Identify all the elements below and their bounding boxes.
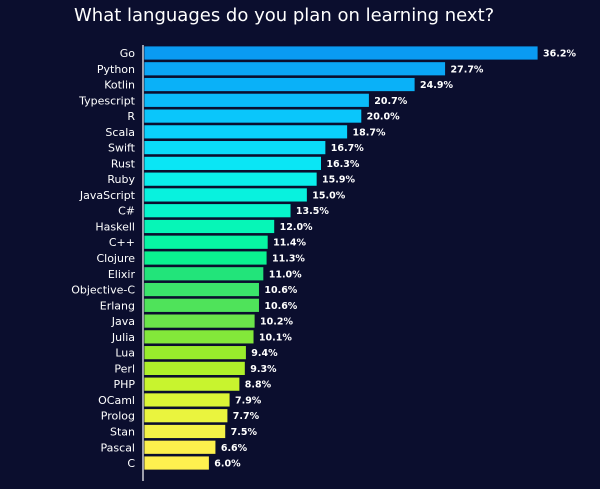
value-label: 16.7%	[331, 143, 364, 154]
value-label: 15.0%	[312, 190, 345, 201]
bar-php	[143, 376, 241, 392]
category-label: Clojure	[96, 252, 135, 265]
bar-ocaml	[143, 392, 231, 408]
value-label: 7.7%	[233, 411, 260, 422]
category-label: Elixir	[108, 268, 136, 281]
bar-scala	[143, 124, 348, 140]
value-label: 10.6%	[264, 285, 297, 296]
bars-layer: Go 36.2% Python 27.7% Kotlin 24.9% Typescript 2…	[71, 45, 576, 471]
value-label: 7.5%	[231, 427, 258, 438]
bar-erlang	[143, 297, 260, 313]
value-label: 27.7%	[450, 64, 483, 75]
category-label: Erlang	[100, 299, 135, 312]
bar-clojure	[143, 250, 268, 266]
value-label: 15.9%	[322, 175, 355, 186]
category-label: Go	[120, 47, 136, 60]
category-label: OCaml	[98, 394, 135, 407]
category-label: Swift	[108, 142, 136, 155]
category-label: C	[127, 457, 135, 470]
value-label: 16.3%	[326, 159, 359, 170]
category-label: JavaScript	[79, 189, 136, 202]
category-label: Stan	[110, 425, 135, 438]
value-label: 20.7%	[374, 96, 407, 107]
category-label: Rust	[111, 157, 136, 170]
value-label: 10.1%	[259, 332, 292, 343]
bar-r	[143, 108, 363, 124]
category-label: Julia	[111, 331, 135, 344]
value-label: 12.0%	[280, 222, 313, 233]
bar-stan	[143, 424, 227, 439]
value-label: 10.6%	[264, 301, 297, 312]
category-label: Ruby	[107, 173, 135, 186]
category-label: Kotlin	[104, 79, 135, 92]
value-label: 13.5%	[296, 206, 329, 217]
bar-elixir	[143, 266, 265, 282]
category-label: C++	[109, 236, 135, 249]
bar-objective-c	[143, 282, 260, 297]
bar-swift	[143, 140, 327, 156]
bar-ruby	[143, 171, 318, 187]
bar-perl	[143, 360, 246, 376]
bar-c	[143, 203, 292, 219]
bar-pascal	[143, 439, 217, 455]
bar-python	[143, 61, 446, 77]
bar-c	[143, 455, 210, 471]
value-label: 9.3%	[250, 364, 277, 375]
value-label: 7.9%	[235, 395, 262, 406]
bar-prolog	[143, 408, 229, 424]
value-label: 10.2%	[260, 317, 293, 328]
category-label: Lua	[115, 347, 135, 360]
bar-julia	[143, 329, 255, 345]
value-label: 11.4%	[273, 238, 306, 249]
category-label: Objective-C	[71, 284, 135, 297]
bar-rust	[143, 155, 322, 171]
category-label: PHP	[113, 378, 135, 391]
value-label: 24.9%	[420, 80, 453, 91]
category-label: Haskell	[95, 220, 135, 233]
bar-java	[143, 313, 256, 329]
value-label: 11.0%	[269, 269, 302, 280]
value-label: 6.6%	[221, 443, 248, 454]
category-label: Pascal	[101, 441, 135, 454]
category-label: Typescript	[78, 94, 136, 107]
category-label: Prolog	[101, 410, 135, 423]
category-label: Python	[97, 63, 135, 76]
value-label: 20.0%	[367, 112, 400, 123]
value-label: 36.2%	[543, 49, 576, 60]
value-label: 18.7%	[353, 127, 386, 138]
value-label: 9.4%	[251, 348, 278, 359]
value-label: 11.3%	[272, 254, 305, 265]
chart-title: What languages do you plan on learning n…	[74, 5, 495, 26]
bar-c	[143, 234, 269, 250]
bar-typescript	[143, 92, 370, 108]
bar-haskell	[143, 219, 276, 234]
bar-javascript	[143, 187, 308, 203]
category-label: R	[127, 110, 135, 123]
category-label: Scala	[105, 126, 135, 139]
category-label: C#	[118, 205, 135, 218]
bar-lua	[143, 345, 247, 361]
bar-kotlin	[143, 77, 416, 92]
value-label: 6.0%	[214, 459, 241, 470]
category-label: Java	[111, 315, 135, 328]
bar-go	[143, 45, 539, 61]
value-label: 8.8%	[245, 380, 272, 391]
category-label: Perl	[114, 362, 135, 375]
